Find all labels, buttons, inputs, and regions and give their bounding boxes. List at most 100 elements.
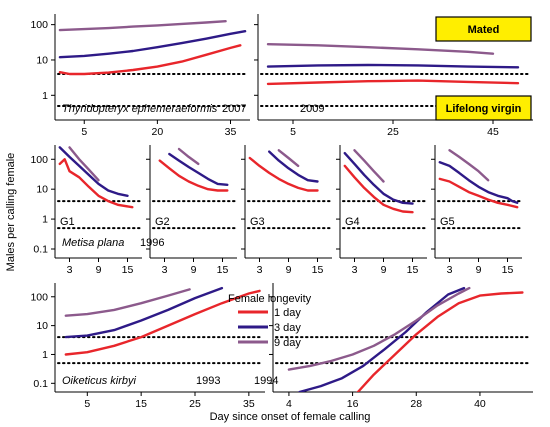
oiketicus-kirbyi-1993-x-tick-label: 5 xyxy=(84,398,90,410)
panel-oiketicus-kirbyi-1993: 5 15 25 35 0.1 1 10 100 xyxy=(30,283,265,410)
metisa-plana-1996-g4-series-1-day xyxy=(343,164,414,214)
y-axis-label: Males per calling female xyxy=(5,153,17,272)
legend: Female longevity 1 day 3 day 9 day xyxy=(228,293,312,349)
thyridopteryx-ephemeraeformis-2007-x-tick-label: 35 xyxy=(225,126,237,138)
thyridopteryx-ephemeraeformis-2009-x-tick-label: 5 xyxy=(290,126,296,138)
thyridopteryx-ephemeraeformis-2009-series xyxy=(266,43,520,86)
oiketicus-kirbyi-1993-series xyxy=(64,286,261,356)
metisa-plana-1996-g1-x-tick-label: 15 xyxy=(122,264,134,276)
metisa-plana-1996-g1-x-tick-label: 9 xyxy=(96,264,102,276)
metisa-plana-1996-g3-x-tick-label: 15 xyxy=(312,264,324,276)
thyridopteryx-ephemeraeformis-2009-x-tick-label: 45 xyxy=(487,126,499,138)
thyridopteryx-ephemeraeformis-2009-series-9-day xyxy=(266,43,495,55)
mated-box: Mated xyxy=(435,16,532,42)
thyridopteryx-ephemeraeformis-2007-series-1-day xyxy=(58,44,242,76)
metisa-plana-1996-g5-x-tick-label: 15 xyxy=(502,264,514,276)
metisa-plana-1996-g1-y-tick-label: 10 xyxy=(36,184,48,196)
metisa-plana-1996-g3-series-9-day xyxy=(277,149,300,168)
metisa-plana-1996-g4-x-tick-label: 9 xyxy=(381,264,387,276)
metisa-plana-1996-g5-x-tick-label: 9 xyxy=(476,264,482,276)
metisa-plana-1996-g4-x-tick-label: 3 xyxy=(352,264,358,276)
metisa-plana-1996-g4-series-3-day xyxy=(343,152,414,205)
metisa-plana-1996-g1-group-label: G1 xyxy=(60,216,75,228)
oiketicus-kirbyi-1993-series-9-day xyxy=(64,288,191,317)
metisa-plana-1996-g4-group-label: G4 xyxy=(345,216,360,228)
panel-metisa-plana-1996-g4: 3 9 15 G4 xyxy=(336,145,427,276)
oiketicus-kirbyi-1993-y-tick-label: 100 xyxy=(30,291,48,303)
panel-metisa-plana-1996-g5: 3 9 15 G5 xyxy=(431,145,522,276)
oiketicus-kirbyi-1994-x-tick-label: 28 xyxy=(410,398,422,410)
panel-metisa-plana-1996-g1: 3 9 15 0.1 1 10 100 G1 xyxy=(30,145,142,276)
species-label-thyridopteryx: Thyridopteryx ephemeraeformis xyxy=(62,103,218,115)
panel-metisa-plana-1996-g2: 3 9 15 G2 xyxy=(146,145,237,276)
metisa-plana-1996-g2-series-9-day xyxy=(177,147,200,166)
metisa-plana-1996-g2-series xyxy=(158,147,229,192)
oiketicus-kirbyi-1994-x-tick-label: 4 xyxy=(286,398,292,410)
metisa-plana-1996-g5-series-3-day xyxy=(438,161,519,204)
metisa-plana-1996-g5-series-1-day xyxy=(438,177,519,209)
oiketicus-kirbyi-1994-x-tick-label: 40 xyxy=(474,398,486,410)
legend-title: Female longevity xyxy=(228,293,312,305)
oiketicus-kirbyi-1993-series-1-day xyxy=(64,289,261,356)
metisa-plana-1996-g3-series xyxy=(248,149,319,192)
oiketicus-kirbyi-1994-series-1-day xyxy=(356,291,524,392)
metisa-plana-1996-g2-series-3-day xyxy=(168,152,229,186)
metisa-plana-1996-g1-y-tick-label: 100 xyxy=(30,154,48,166)
oiketicus-kirbyi-1994-x-tick-label: 16 xyxy=(347,398,359,410)
mated-box-label: Mated xyxy=(468,24,500,36)
oiketicus-kirbyi-1993-x-tick-label: 35 xyxy=(243,398,255,410)
metisa-plana-1996-g2-x-tick-label: 9 xyxy=(191,264,197,276)
lifelong-virgin-box: Lifelong virgin xyxy=(435,95,532,121)
panel-thyridopteryx-ephemeraeformis-2007: 5 20 35 1 10 100 xyxy=(30,14,250,138)
thyridopteryx-ephemeraeformis-2007-x-tick-label: 20 xyxy=(152,126,164,138)
metisa-plana-1996-g2-x-tick-label: 15 xyxy=(217,264,229,276)
panel-oiketicus-kirbyi-1994: 4 16 28 40 xyxy=(269,283,533,410)
metisa-plana-1996-g5-series-9-day xyxy=(448,149,490,182)
metisa-plana-1996-g4-series xyxy=(343,149,414,214)
species-label-oiketicus: Oiketicus kirbyi xyxy=(62,375,137,387)
legend-label-1-day: 1 day xyxy=(274,307,301,319)
thyridopteryx-ephemeraeformis-2007-y-tick-label: 10 xyxy=(36,54,48,66)
year-label-2009: 2009 xyxy=(300,103,324,115)
lifelong-virgin-box-label: Lifelong virgin xyxy=(446,103,522,115)
metisa-plana-1996-g1-series-1-day xyxy=(58,158,134,209)
year-label-1994: 1994 xyxy=(254,375,278,387)
thyridopteryx-ephemeraeformis-2009-series-1-day xyxy=(266,79,520,86)
year-label-1993: 1993 xyxy=(196,375,220,387)
thyridopteryx-ephemeraeformis-2007-y-tick-label: 100 xyxy=(30,19,48,31)
metisa-plana-1996-g1-x-tick-label: 3 xyxy=(67,264,73,276)
thyridopteryx-ephemeraeformis-2007-y-tick-label: 1 xyxy=(42,90,48,102)
year-label-1996: 1996 xyxy=(140,237,164,249)
oiketicus-kirbyi-1993-x-tick-label: 25 xyxy=(189,398,201,410)
panel-metisa-plana-1996-g3: 3 9 15 G3 xyxy=(241,145,332,276)
oiketicus-kirbyi-1993-y-tick-label: 10 xyxy=(36,320,48,332)
metisa-plana-1996-g3-group-label: G3 xyxy=(250,216,265,228)
metisa-plana-1996-g2-x-tick-label: 3 xyxy=(162,264,168,276)
year-label-2007: 2007 xyxy=(222,103,246,115)
x-axis-label: Day since onset of female calling xyxy=(210,411,371,423)
species-label-metisa: Metisa plana xyxy=(62,237,124,249)
thyridopteryx-ephemeraeformis-2007-x-tick-label: 5 xyxy=(81,126,87,138)
metisa-plana-1996-g3-series-3-day xyxy=(268,150,319,183)
metisa-plana-1996-g3-x-tick-label: 9 xyxy=(286,264,292,276)
metisa-plana-1996-g1-series-3-day xyxy=(58,146,129,197)
metisa-plana-1996-g1-y-tick-label: 0.1 xyxy=(33,243,48,255)
oiketicus-kirbyi-1994-series-3-day xyxy=(298,286,466,392)
legend-label-3-day: 3 day xyxy=(274,322,301,334)
thyridopteryx-ephemeraeformis-2009-x-tick-label: 25 xyxy=(387,126,399,138)
metisa-plana-1996-g5-group-label: G5 xyxy=(440,216,455,228)
metisa-plana-1996-g3-series-1-day xyxy=(248,156,319,192)
metisa-plana-1996-g1-y-tick-label: 1 xyxy=(42,214,48,226)
thyridopteryx-ephemeraeformis-2007-series-9-day xyxy=(58,20,227,32)
oiketicus-kirbyi-1994-series xyxy=(287,286,524,392)
metisa-plana-1996-g4-x-tick-label: 15 xyxy=(407,264,419,276)
thyridopteryx-ephemeraeformis-2009-series-3-day xyxy=(266,63,520,69)
oiketicus-kirbyi-1993-y-tick-label: 1 xyxy=(42,349,48,361)
metisa-plana-1996-g2-group-label: G2 xyxy=(155,216,170,228)
metisa-plana-1996-g4-series-9-day xyxy=(353,149,385,183)
metisa-plana-1996-g1-series xyxy=(58,146,134,209)
metisa-plana-1996-g1-series-9-day xyxy=(68,146,100,182)
metisa-label: Metisa plana 1996 xyxy=(62,237,164,249)
